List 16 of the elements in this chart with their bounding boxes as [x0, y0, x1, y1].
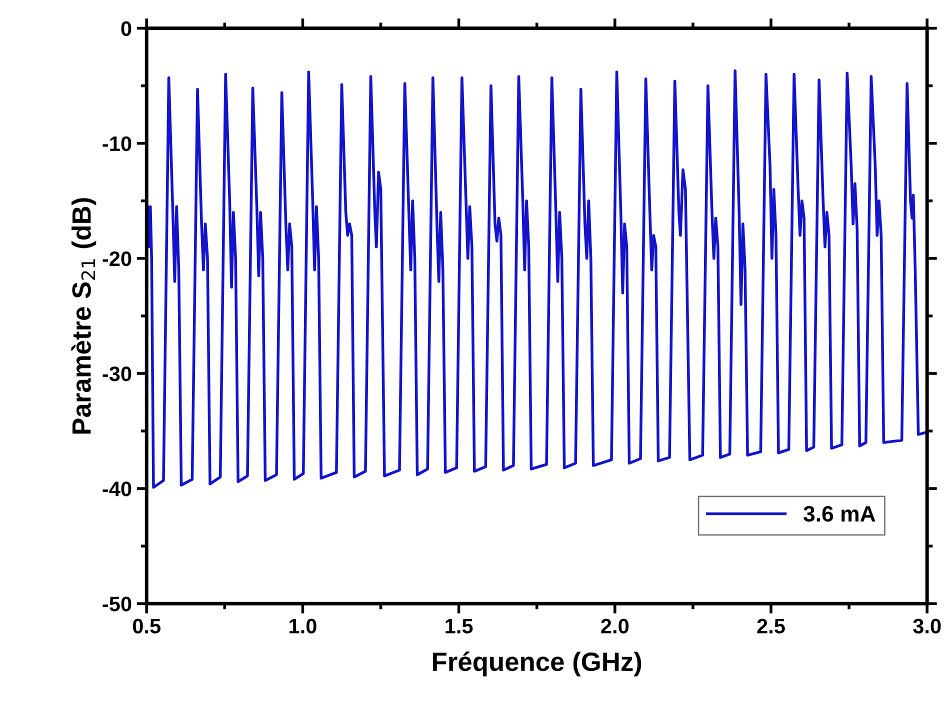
y-tick-label: -20: [102, 251, 132, 266]
legend-label: 3.6 mA: [804, 506, 876, 522]
y-tick-label: -30: [102, 366, 132, 382]
y-tick-label: -40: [102, 482, 132, 496]
y-tick-label: -10: [102, 136, 132, 152]
x-tick-label: 3.0: [913, 618, 941, 634]
y-tick-label: 0: [121, 21, 132, 36]
x-tick-label: 2.5: [757, 618, 785, 634]
y-tick-label: -50: [102, 596, 132, 612]
x-tick-label: 1.5: [446, 618, 473, 634]
x-tick-label: 0.5: [132, 618, 161, 634]
x-tick-label: 1.0: [290, 618, 316, 634]
y-axis-title: Paramètre S$_{21}$ (dB): [71, 198, 96, 434]
x-tick-label: 2.0: [601, 618, 629, 634]
x-axis-title: Fréquence (GHz): [433, 652, 642, 676]
line-series: [146, 69, 928, 489]
